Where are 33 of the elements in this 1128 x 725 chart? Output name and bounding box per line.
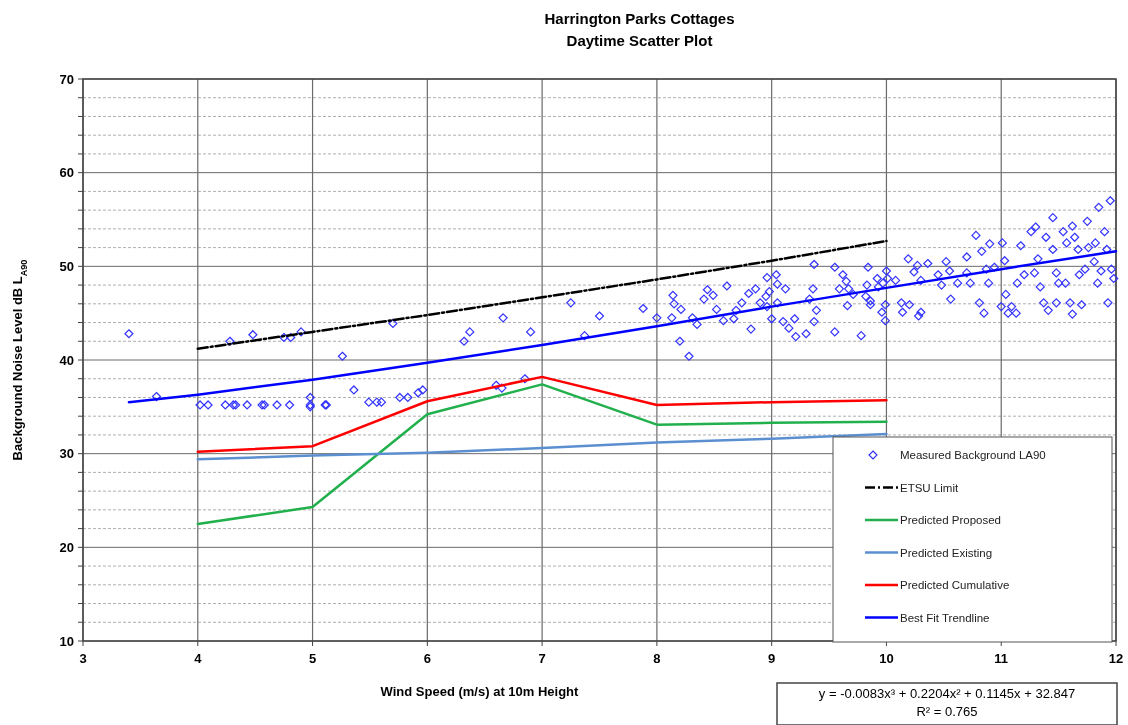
chart-title: Harrington Parks Cottages [544,10,735,27]
legend-label: Predicted Cumulative [900,579,1010,592]
legend-label: ETSU Limit [900,481,959,494]
line-series [196,383,888,526]
y-tick-label: 60 [59,165,74,181]
x-tick-label: 12 [1108,651,1124,666]
chart-subtitle: Daytime Scatter Plot [566,32,713,49]
x-tick-label: 10 [879,651,894,666]
x-tick-label: 3 [79,651,87,666]
line-series [196,239,888,351]
line-series [196,375,888,454]
x-tick-label: 7 [538,651,546,666]
x-tick-label: 9 [768,651,776,666]
y-tick-label: 30 [59,446,74,462]
line-series [196,432,888,461]
line-series [127,250,1118,404]
text: R² = 0.765 [916,704,978,719]
legend-label: Predicted Proposed [900,514,1002,527]
y-tick-label: 70 [59,71,74,87]
x-tick-label: 8 [653,651,661,666]
legend-label: Measured Background LA90 [900,449,1046,462]
x-tick-label: 6 [423,651,431,666]
y-tick-label: 40 [59,352,74,368]
x-tick-label: 4 [194,651,203,666]
legend-label: Best Fit Trendline [900,611,990,624]
y-tick-label: 50 [59,258,74,274]
y-tick-label: 10 [59,633,74,649]
x-axis-title: Wind Speed (m/s) at 10m Height [380,684,580,699]
y-tick-label: 20 [59,539,74,555]
legend-label: Predicted Existing [900,546,993,559]
x-tick-label: 11 [994,651,1009,666]
x-tick-label: 5 [308,651,317,666]
text: y = -0.0083x³ + 0.2204x² + 0.1145x + 32.847 [818,686,1076,701]
